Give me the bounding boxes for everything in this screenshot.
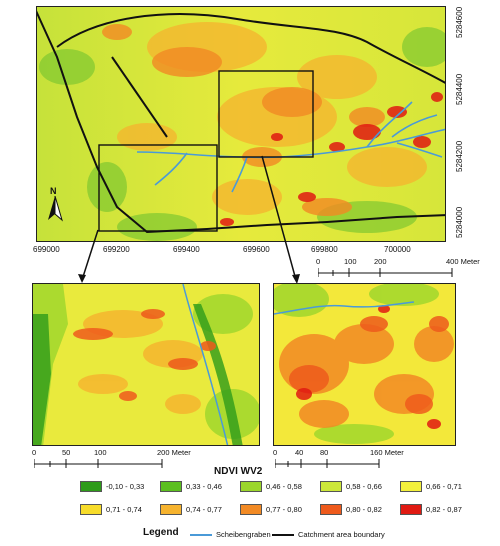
scale-label: 100 (344, 257, 357, 266)
scale-label: 40 (295, 448, 304, 457)
legend-label: 0,71 - 0,74 (106, 505, 142, 514)
north-label: N (50, 186, 57, 196)
legend-label: 0,77 - 0,80 (266, 505, 302, 514)
legend-label: 0,58 - 0,66 (346, 482, 382, 491)
scale-label: 200 (374, 257, 387, 266)
legend-swatch (400, 481, 422, 492)
legend-swatch (320, 481, 342, 492)
legend-swatch (320, 504, 342, 515)
legend-label: 0,74 - 0,77 (186, 505, 222, 514)
scale-label: 160 Meter (370, 448, 404, 457)
legend-swatch (160, 481, 182, 492)
x-tick-label: 699000 (33, 245, 60, 254)
ndvi-legend: -0,10 - 0,33 0,33 - 0,46 0,46 - 0,58 0,5… (80, 481, 480, 521)
stream-legend-label: Scheibengraben (216, 530, 271, 539)
legend-swatch (80, 481, 102, 492)
scale-bar-graphic (318, 268, 453, 277)
scale-label: 80 (320, 448, 329, 457)
catchment-boundary-line (37, 10, 445, 234)
scale-label: 0 (32, 448, 37, 457)
inset-connector-lines (78, 155, 300, 284)
legend-swatch (400, 504, 422, 515)
scale-label: 400 Meter (446, 257, 480, 266)
north-arrow-icon (48, 196, 63, 222)
scale-label: 0 (316, 257, 321, 266)
legend-swatch (160, 504, 182, 515)
legend-label: 0,82 - 0,87 (426, 505, 462, 514)
inset-right-map (273, 283, 456, 446)
scale-label: 200 Meter (157, 448, 191, 457)
scale-label: 0 (273, 448, 278, 457)
scale-bar-graphic (34, 459, 163, 468)
legend-title: NDVI WV2 (214, 466, 263, 477)
scale-label: 100 (94, 448, 107, 457)
inset-left-map (32, 283, 260, 446)
inset-left-raster (33, 284, 259, 445)
legend-swatch (240, 504, 262, 515)
boundary-legend-label: Catchment area boundary (298, 530, 385, 539)
north-arrow: N (46, 186, 64, 222)
inset-right-scale-bar: 0 40 80 160 Meter (273, 449, 453, 473)
x-tick-label: 699800 (311, 245, 338, 254)
legend-label: 0,80 - 0,82 (346, 505, 382, 514)
inset-right-extent (218, 70, 314, 158)
legend-label: 0,33 - 0,46 (186, 482, 222, 491)
stream-legend-line (190, 534, 212, 536)
key-legend-title: Legend (143, 527, 179, 538)
inset-left-extent (98, 144, 218, 232)
legend-label: -0,10 - 0,33 (106, 482, 145, 491)
legend-swatch (80, 504, 102, 515)
x-tick-label: 699600 (243, 245, 270, 254)
inset-left-scale-bar: 0 50 100 200 Meter (32, 449, 212, 473)
main-map-raster (37, 7, 445, 241)
inset-right-raster (274, 284, 455, 445)
legend-swatch (240, 481, 262, 492)
boundary-legend-line (272, 534, 294, 536)
legend-label: 0,46 - 0,58 (266, 482, 302, 491)
x-tick-label: 699200 (103, 245, 130, 254)
scale-bar-graphic (275, 459, 380, 468)
legend-label: 0,66 - 0,71 (426, 482, 462, 491)
main-map (36, 6, 446, 242)
x-tick-label: 700000 (384, 245, 411, 254)
x-tick-label: 699400 (173, 245, 200, 254)
stream-network (136, 101, 445, 193)
scale-label: 50 (62, 448, 71, 457)
main-scale-bar: 0 100 200 400 Meter (316, 258, 496, 284)
